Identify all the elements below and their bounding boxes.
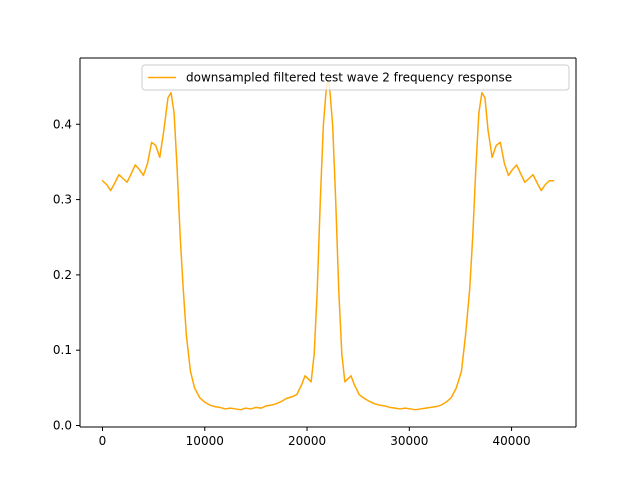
axes-layer: 0 10000 20000 30000 40000 0.0 0.1 0.2 0.3 0.4 (53, 57, 577, 448)
legend-label-0: downsampled filtered test wave 2 frequen… (186, 71, 512, 85)
x-tick-label-3: 30000 (390, 434, 428, 448)
y-tick-label-1: 0.1 (53, 343, 72, 357)
y-tick-label-3: 0.3 (53, 193, 72, 207)
x-tick-label-0: 0 (99, 434, 107, 448)
x-tick-label-1: 10000 (186, 434, 224, 448)
x-tick-label-2: 20000 (288, 434, 326, 448)
legend-box (141, 64, 570, 91)
y-tick-label-0: 0.0 (53, 418, 72, 432)
x-tick-label-4: 40000 (492, 434, 530, 448)
y-tick-label-2: 0.2 (53, 268, 72, 282)
y-tick-label-4: 0.4 (53, 117, 72, 131)
legend: downsampled filtered test wave 2 frequen… (141, 64, 570, 91)
